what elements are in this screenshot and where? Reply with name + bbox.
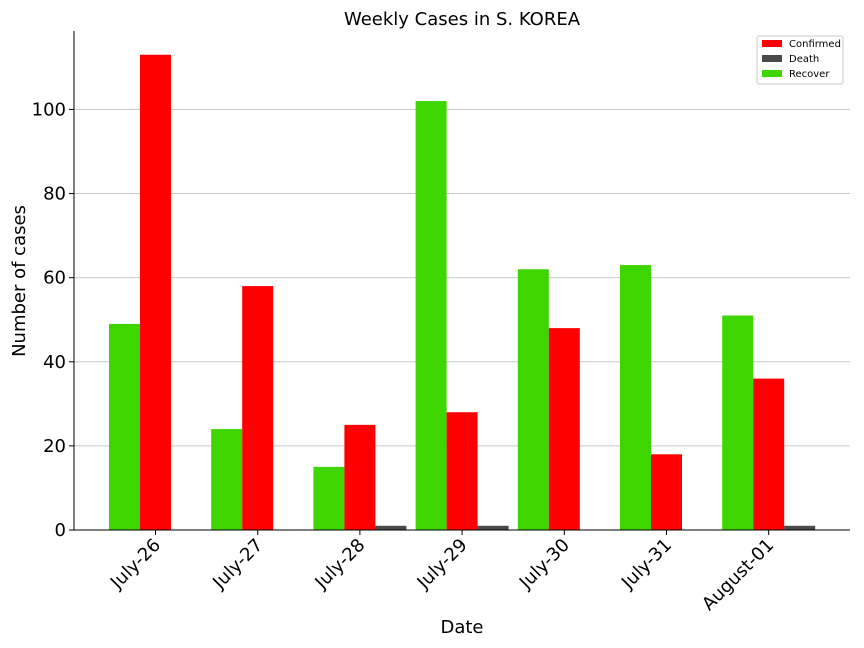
- x-tick-label: July-28: [310, 535, 369, 594]
- chart-title: Weekly Cases in S. KOREA: [344, 9, 581, 30]
- legend-label-confirmed: Confirmed: [789, 39, 841, 50]
- legend-swatch-death: [762, 55, 782, 62]
- x-tick-label: July-26: [106, 535, 165, 594]
- legend-swatch-confirmed: [762, 40, 782, 47]
- x-tick-label: August-01: [698, 535, 778, 615]
- x-tick-label: July-27: [208, 535, 267, 594]
- bar-confirmed: [548, 328, 580, 530]
- bar-recover: [211, 429, 243, 530]
- x-tick-label: July-30: [515, 535, 574, 594]
- y-ticks: 0 20 40 60 80 100: [32, 99, 74, 541]
- y-tick-label: 60: [43, 268, 66, 289]
- y-axis-label: Number of cases: [9, 205, 30, 357]
- x-tick-label: July-29: [413, 535, 472, 594]
- legend-label-death: Death: [789, 54, 819, 65]
- legend-label-recover: Recover: [789, 69, 830, 80]
- bar-death: [375, 525, 407, 530]
- bar-recover: [313, 466, 345, 530]
- bar-recover: [722, 315, 754, 530]
- bar-confirmed: [344, 424, 376, 530]
- x-tick-label: July-31: [617, 535, 676, 594]
- bar-recover: [620, 265, 651, 530]
- bar-recover: [109, 323, 140, 530]
- bar-recover: [517, 269, 549, 530]
- legend: Confirmed Death Recover: [756, 35, 844, 85]
- bar-confirmed: [140, 54, 171, 531]
- bar-confirmed: [446, 412, 478, 530]
- bars: [109, 54, 816, 531]
- bar-death: [784, 525, 816, 530]
- x-ticks: July-26 July-27 July-28 July-29 July-30 July-…: [106, 530, 778, 615]
- y-tick-label: 40: [43, 352, 66, 373]
- bar-death: [477, 525, 509, 530]
- bar-confirmed: [753, 378, 785, 530]
- bar-confirmed: [242, 286, 274, 530]
- bar-recover: [415, 101, 447, 530]
- grid-lines: [74, 108, 850, 447]
- x-axis-label: Date: [440, 617, 483, 638]
- bar-confirmed: [651, 454, 682, 530]
- y-tick-label: 100: [32, 99, 66, 120]
- legend-swatch-recover: [762, 70, 782, 77]
- y-tick-label: 0: [55, 520, 66, 541]
- y-tick-label: 80: [43, 184, 66, 205]
- y-tick-label: 20: [43, 436, 66, 457]
